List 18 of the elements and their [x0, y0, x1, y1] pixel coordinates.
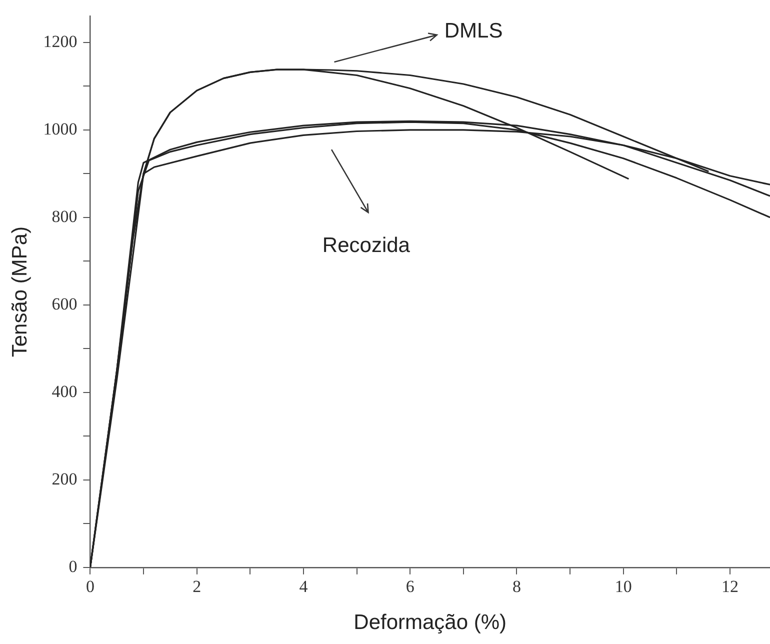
y-axis-title: Tensão (MPa) — [8, 226, 32, 358]
y-tick-label: 600 — [52, 294, 78, 314]
y-tick-label: 1000 — [43, 119, 78, 138]
y-tick-label: 200 — [52, 469, 78, 488]
x-tick-label: 8 — [512, 577, 521, 596]
x-tick-label: 6 — [406, 577, 414, 596]
annotation: Recozida — [322, 234, 410, 257]
x-tick-label: 2 — [192, 577, 202, 596]
x-tick-label: 10 — [614, 577, 632, 596]
y-tick-label: 400 — [52, 382, 78, 401]
annotation: DMLS — [444, 19, 503, 42]
x-axis-title: Deformação (%) — [354, 611, 507, 634]
x-tick-label: 12 — [722, 577, 739, 596]
y-tick-label: 1200 — [43, 32, 78, 51]
x-tick-label: 0 — [86, 577, 94, 596]
x-tick-label: 4 — [299, 577, 308, 596]
y-tick-label: 0 — [68, 556, 78, 576]
y-tick-label: 800 — [52, 206, 78, 226]
